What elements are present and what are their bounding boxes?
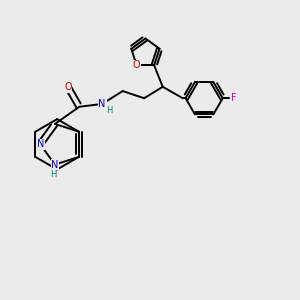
Text: O: O — [133, 60, 140, 70]
Text: H: H — [106, 106, 112, 115]
Text: F: F — [230, 93, 236, 103]
Text: N: N — [37, 139, 44, 149]
Text: N: N — [51, 160, 59, 170]
Text: H: H — [50, 170, 57, 179]
Text: N: N — [98, 99, 106, 109]
Text: O: O — [64, 82, 72, 92]
